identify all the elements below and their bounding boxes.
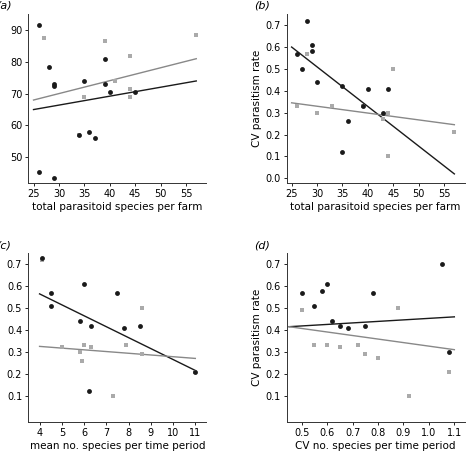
Text: (d): (d) [255,240,270,250]
X-axis label: mean no. species per time period: mean no. species per time period [30,441,205,451]
X-axis label: total parasitoid species per farm: total parasitoid species per farm [32,202,202,212]
Y-axis label: CV parasitism rate: CV parasitism rate [252,289,262,386]
Text: (c): (c) [0,240,11,250]
X-axis label: total parasitoid species per farm: total parasitoid species per farm [291,202,461,212]
X-axis label: CV no. species per time period: CV no. species per time period [295,441,456,451]
Text: (b): (b) [255,1,270,11]
Text: (a): (a) [0,1,12,11]
Y-axis label: CV parasitism rate: CV parasitism rate [252,50,262,147]
